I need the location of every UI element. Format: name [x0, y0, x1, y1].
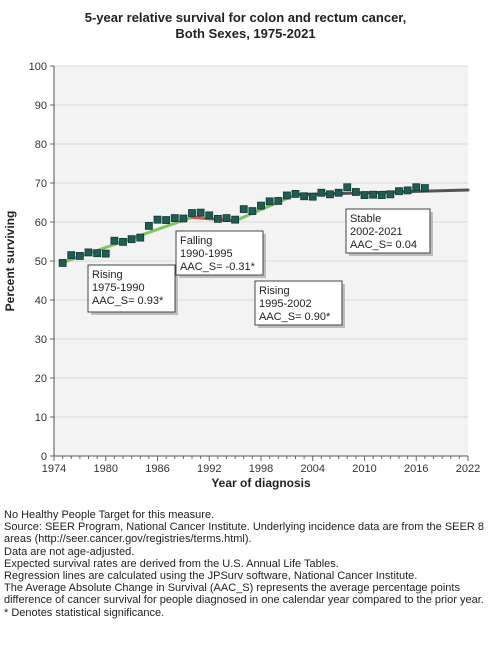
annotation-line: 1975-1990	[92, 282, 145, 294]
x-tick-label: 1992	[197, 463, 221, 475]
y-tick-label: 80	[35, 139, 47, 151]
data-point	[127, 235, 136, 244]
data-point	[58, 259, 67, 267]
data-point	[265, 197, 274, 206]
survival-chart: 0 10 20 30 40 50 60 70 80 90 100 1974 1980 1986 1992 19…	[3, 61, 480, 490]
annotation-frame	[254, 280, 343, 326]
data-point	[231, 215, 240, 224]
data-point	[222, 214, 231, 223]
data-point	[420, 184, 429, 192]
y-tick-label: 50	[35, 256, 47, 268]
data-point	[412, 183, 421, 192]
data-point	[257, 201, 265, 210]
data-point	[343, 183, 352, 192]
annotation-frame	[345, 208, 431, 254]
footnote-life-tables: Expected survival rates are derived from…	[4, 557, 339, 570]
y-tick-label: 40	[35, 295, 47, 307]
annotation-line: Rising	[92, 269, 123, 281]
footnote-aac: The Average Absolute Change in Survival …	[4, 582, 484, 607]
annotation-line: AAC_S= 0.04	[350, 239, 417, 251]
data-point	[248, 207, 257, 215]
data-point	[101, 249, 110, 258]
y-tick-label: 0	[41, 451, 47, 463]
footnotes: No Healthy People Target for this measur…	[4, 509, 488, 619]
data-point	[110, 236, 119, 245]
y-tick-label: 90	[35, 100, 47, 112]
annotation-line: 1995-2002	[259, 298, 312, 310]
x-tick-label: 1998	[249, 463, 273, 475]
footnote-age-adjust: Data are not age-adjusted.	[4, 545, 135, 558]
footnote-target: No Healthy People Target for this measur…	[4, 509, 215, 521]
annotation-frame	[175, 230, 264, 276]
data-point	[162, 216, 171, 224]
data-point	[334, 188, 343, 197]
chart-title-line1: 5-year relative survival for colon and r…	[84, 10, 407, 25]
x-axis-label: Year of diagnosis	[211, 476, 311, 490]
data-point	[377, 191, 386, 199]
data-point	[282, 191, 291, 200]
footnote-significance: * Denotes statistical significance.	[4, 606, 165, 619]
chart-title-line2: Both Sexes, 1975-2021	[175, 26, 316, 41]
data-point	[239, 205, 248, 214]
data-point	[395, 187, 403, 196]
data-point	[188, 209, 196, 217]
y-axis-label: Percent surviving	[3, 211, 17, 312]
x-tick-label: 2004	[301, 463, 325, 475]
data-point	[179, 214, 188, 223]
x-tick-label: 2010	[352, 463, 376, 475]
data-point	[300, 192, 309, 201]
annotation-line: Falling	[180, 235, 212, 247]
x-tick-label: 2022	[456, 463, 480, 475]
data-point	[119, 237, 127, 246]
y-tick-label: 10	[35, 412, 47, 424]
data-point	[144, 221, 153, 230]
data-point	[196, 208, 205, 217]
footnote-source: Source: SEER Program, National Cancer In…	[4, 521, 484, 546]
data-point	[213, 214, 222, 223]
x-tick-label: 1974	[42, 463, 66, 475]
x-tick-label: 2016	[404, 463, 428, 475]
annotation-line: Stable	[350, 213, 381, 225]
annotation-line: Rising	[259, 285, 290, 297]
data-point	[308, 192, 317, 201]
data-point	[386, 190, 395, 199]
data-point	[205, 211, 214, 220]
x-tick-label: 1980	[94, 463, 118, 475]
y-tick-label: 70	[35, 178, 47, 190]
trend-segment	[61, 215, 194, 265]
footnote-regression: Regression lines are calculated using th…	[4, 570, 418, 583]
data-point	[360, 191, 369, 199]
data-point	[369, 190, 378, 199]
data-point	[291, 190, 300, 198]
y-tick-label: 30	[35, 334, 47, 346]
annotation-line: AAC_S= -0.31*	[180, 261, 256, 273]
data-point	[274, 197, 283, 205]
y-tick-label: 20	[35, 373, 47, 385]
data-point	[170, 214, 179, 223]
data-point	[93, 249, 102, 258]
data-point	[326, 190, 334, 199]
data-point	[153, 215, 162, 224]
annotation-line: AAC_S= 0.90*	[259, 311, 331, 323]
data-point	[84, 248, 93, 257]
x-tick-label: 1986	[145, 463, 169, 475]
y-tick-label: 60	[35, 217, 47, 229]
data-point	[351, 188, 360, 196]
y-tick-label: 100	[29, 61, 47, 73]
data-point	[67, 251, 76, 260]
data-point	[317, 188, 326, 197]
data-point	[136, 233, 145, 242]
annotation-line: 1990-1995	[180, 248, 233, 260]
data-point	[403, 186, 412, 195]
annotation-frame	[87, 264, 176, 313]
annotation-line: 2002-2021	[350, 226, 403, 238]
annotation-line: AAC_S= 0.93*	[92, 295, 164, 307]
data-point	[75, 252, 84, 260]
